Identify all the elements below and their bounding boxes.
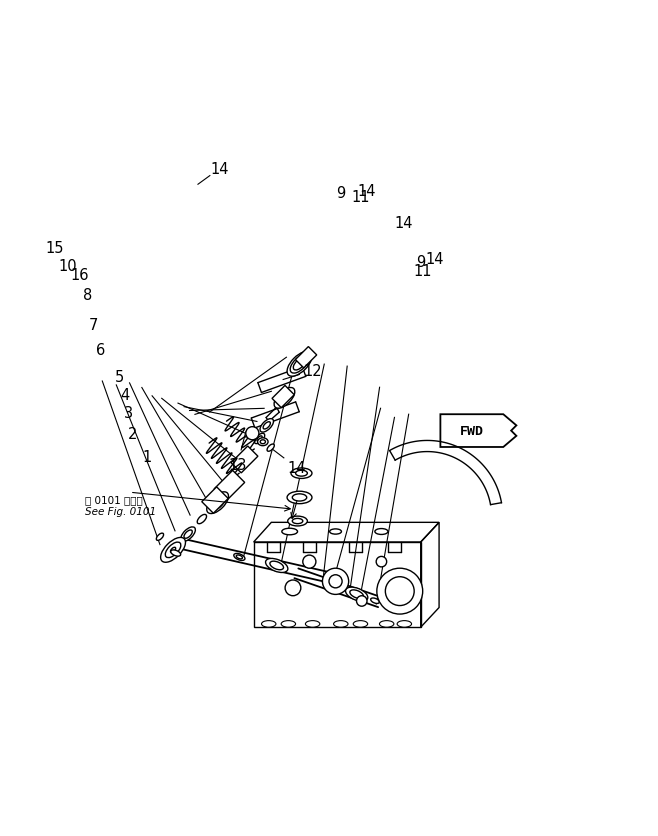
Bar — [202, 487, 228, 513]
Circle shape — [377, 568, 422, 614]
Ellipse shape — [267, 445, 274, 451]
Ellipse shape — [287, 492, 312, 504]
Ellipse shape — [292, 519, 303, 524]
Ellipse shape — [234, 553, 245, 561]
Circle shape — [285, 580, 301, 596]
Ellipse shape — [292, 494, 307, 502]
Text: 7: 7 — [88, 318, 98, 333]
Ellipse shape — [157, 533, 164, 541]
Text: 14: 14 — [358, 184, 376, 199]
Text: 13: 13 — [228, 457, 247, 472]
Text: 第 0101 図参照: 第 0101 図参照 — [86, 494, 143, 504]
Ellipse shape — [291, 468, 312, 479]
Text: 3: 3 — [124, 405, 133, 421]
Ellipse shape — [274, 388, 295, 409]
Text: 5: 5 — [114, 370, 124, 385]
Ellipse shape — [181, 528, 195, 542]
Ellipse shape — [353, 621, 368, 628]
Text: 9: 9 — [336, 186, 345, 201]
Ellipse shape — [257, 436, 262, 441]
Ellipse shape — [330, 529, 342, 534]
Ellipse shape — [263, 422, 270, 430]
Text: 8: 8 — [84, 288, 93, 303]
Ellipse shape — [350, 590, 363, 599]
Circle shape — [329, 575, 342, 589]
Ellipse shape — [295, 471, 307, 477]
Ellipse shape — [184, 530, 192, 538]
Text: 4: 4 — [120, 388, 129, 403]
Circle shape — [386, 577, 414, 606]
Bar — [272, 386, 294, 408]
Text: 10: 10 — [59, 258, 78, 273]
Text: 2: 2 — [128, 426, 137, 441]
Text: 14: 14 — [394, 216, 413, 231]
Circle shape — [303, 555, 316, 568]
Circle shape — [246, 427, 259, 441]
Text: 11: 11 — [413, 263, 432, 278]
Ellipse shape — [210, 495, 226, 511]
Ellipse shape — [260, 441, 265, 444]
Ellipse shape — [397, 621, 411, 628]
Bar — [214, 471, 245, 502]
Text: 14: 14 — [287, 461, 305, 475]
Ellipse shape — [322, 581, 334, 589]
Text: 11: 11 — [351, 190, 370, 205]
Ellipse shape — [236, 555, 242, 559]
Text: FWD: FWD — [460, 425, 484, 437]
Ellipse shape — [334, 621, 348, 628]
Ellipse shape — [290, 355, 309, 374]
Ellipse shape — [261, 621, 276, 628]
Ellipse shape — [370, 599, 380, 604]
Text: 15: 15 — [46, 241, 64, 255]
Circle shape — [357, 596, 367, 606]
Ellipse shape — [170, 548, 176, 553]
Text: 14: 14 — [426, 252, 444, 268]
Bar — [295, 347, 316, 369]
Ellipse shape — [288, 517, 307, 527]
Text: See Fig. 0101: See Fig. 0101 — [86, 506, 157, 516]
Circle shape — [322, 568, 349, 594]
Ellipse shape — [325, 583, 331, 587]
Ellipse shape — [161, 538, 186, 563]
Text: 9: 9 — [416, 255, 425, 270]
Ellipse shape — [207, 492, 228, 514]
Ellipse shape — [282, 528, 297, 535]
Ellipse shape — [270, 562, 284, 570]
Ellipse shape — [281, 621, 295, 628]
Ellipse shape — [287, 352, 312, 377]
Circle shape — [376, 557, 387, 567]
Ellipse shape — [345, 588, 368, 601]
Text: 14: 14 — [211, 162, 229, 176]
Text: 6: 6 — [96, 343, 105, 358]
Text: 16: 16 — [71, 268, 89, 283]
Ellipse shape — [266, 558, 288, 573]
Ellipse shape — [380, 621, 394, 628]
Ellipse shape — [255, 434, 265, 444]
Ellipse shape — [197, 515, 207, 524]
Ellipse shape — [213, 499, 222, 507]
Text: 1: 1 — [142, 450, 151, 465]
Ellipse shape — [165, 543, 181, 558]
Ellipse shape — [278, 391, 291, 405]
Ellipse shape — [257, 438, 268, 446]
Ellipse shape — [375, 529, 388, 535]
Text: 12: 12 — [303, 364, 322, 379]
Ellipse shape — [305, 621, 320, 628]
Ellipse shape — [170, 550, 181, 557]
Bar — [231, 446, 258, 473]
Ellipse shape — [293, 358, 306, 370]
Ellipse shape — [260, 419, 274, 432]
